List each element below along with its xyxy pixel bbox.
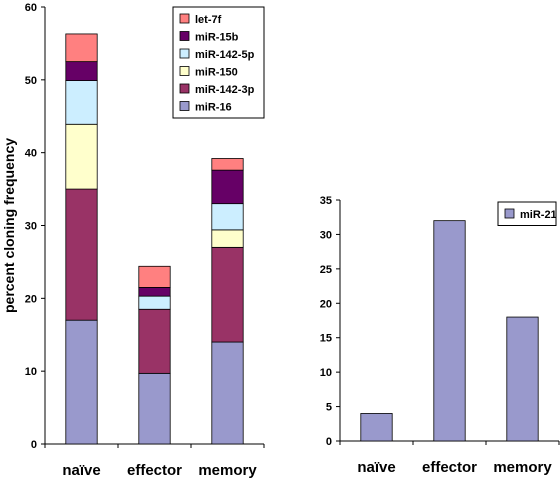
bar-mir-15b-memory — [212, 170, 243, 204]
x-category-label: effector — [127, 462, 182, 479]
legend-label-mir-150: miR-150 — [195, 67, 238, 79]
bar-mir-142-3p-na-ve — [66, 189, 97, 320]
legend-swatch-mir-16 — [180, 102, 189, 111]
x-category-label: effector — [422, 459, 477, 476]
stacked-cloning-chart: 0 10 20 30 40 50 60 naïve effector memory percent … — [1, 2, 264, 479]
x-category-label: naïve — [357, 459, 395, 476]
y-tick-label: 40 — [25, 148, 37, 160]
legend-label-mir-15b: miR-15b — [195, 32, 239, 44]
y-tick-label: 35 — [320, 195, 332, 207]
legend-label-mir-16: miR-16 — [195, 102, 232, 114]
legend-swatch-mir-150 — [180, 67, 189, 76]
y-tick-label: 10 — [25, 366, 37, 378]
y-tick-label: 5 — [326, 402, 332, 414]
x-category-label: naïve — [62, 462, 100, 479]
y-tick-label: 30 — [25, 221, 37, 233]
legend: let-7f miR-15b miR-142-5p miR-150 miR-142-3p… — [173, 7, 264, 118]
y-tick-label: 20 — [25, 293, 37, 305]
bar-mir-142-5p-effector — [139, 296, 170, 309]
legend-label-mir-142-5p: miR-142-5p — [195, 49, 255, 61]
bar-mir-21-memory — [507, 317, 538, 441]
bar-let-7f-effector — [139, 266, 170, 287]
bar-mir-142-5p-na-ve — [66, 81, 97, 125]
legend-label-mir-142-3p: miR-142-3p — [195, 84, 255, 96]
bar-let-7f-memory — [212, 158, 243, 170]
y-tick-label: 0 — [326, 436, 332, 448]
legend-swatch-mir-21 — [505, 209, 514, 218]
bar-mir-15b-effector — [139, 287, 170, 296]
bar-mir-15b-na-ve — [66, 62, 97, 81]
bar-mir-16-na-ve — [66, 320, 97, 444]
bar-mir-16-effector — [139, 373, 170, 444]
mir21-chart: 0 5 10 15 20 25 30 35 naïve effector memory miR-21 — [320, 195, 559, 476]
bar-mir-16-memory — [212, 342, 243, 444]
bar-mir-21-na-ve — [361, 413, 392, 441]
legend-swatch-let-7f — [180, 14, 189, 23]
y-tick-label: 60 — [25, 2, 37, 14]
legend-swatch-mir-142-5p — [180, 49, 189, 58]
y-tick-label: 30 — [320, 229, 332, 241]
y-tick-label: 15 — [320, 333, 332, 345]
legend-label-mir-21: miR-21 — [520, 209, 557, 221]
bar-mir-150-memory — [212, 230, 243, 247]
y-axis-title: percent cloning frequency — [1, 138, 17, 313]
y-tick-label: 20 — [320, 298, 332, 310]
legend-swatch-mir-142-3p — [180, 84, 189, 93]
legend-label-let-7f: let-7f — [195, 14, 222, 26]
bar-let-7f-na-ve — [66, 34, 97, 62]
x-category-label: memory — [198, 462, 257, 479]
bar-mir-21-effector — [434, 221, 465, 441]
bar-mir-142-3p-memory — [212, 247, 243, 342]
y-tick-label: 0 — [31, 439, 37, 451]
legend: miR-21 — [498, 202, 557, 226]
y-tick-label: 25 — [320, 264, 332, 276]
y-tick-label: 10 — [320, 367, 332, 379]
bar-mir-150-na-ve — [66, 124, 97, 189]
bar-mir-142-5p-memory — [212, 204, 243, 230]
bar-mir-142-3p-effector — [139, 309, 170, 373]
y-tick-label: 50 — [25, 75, 37, 87]
x-category-label: memory — [493, 459, 552, 476]
legend-swatch-mir-15b — [180, 32, 189, 41]
